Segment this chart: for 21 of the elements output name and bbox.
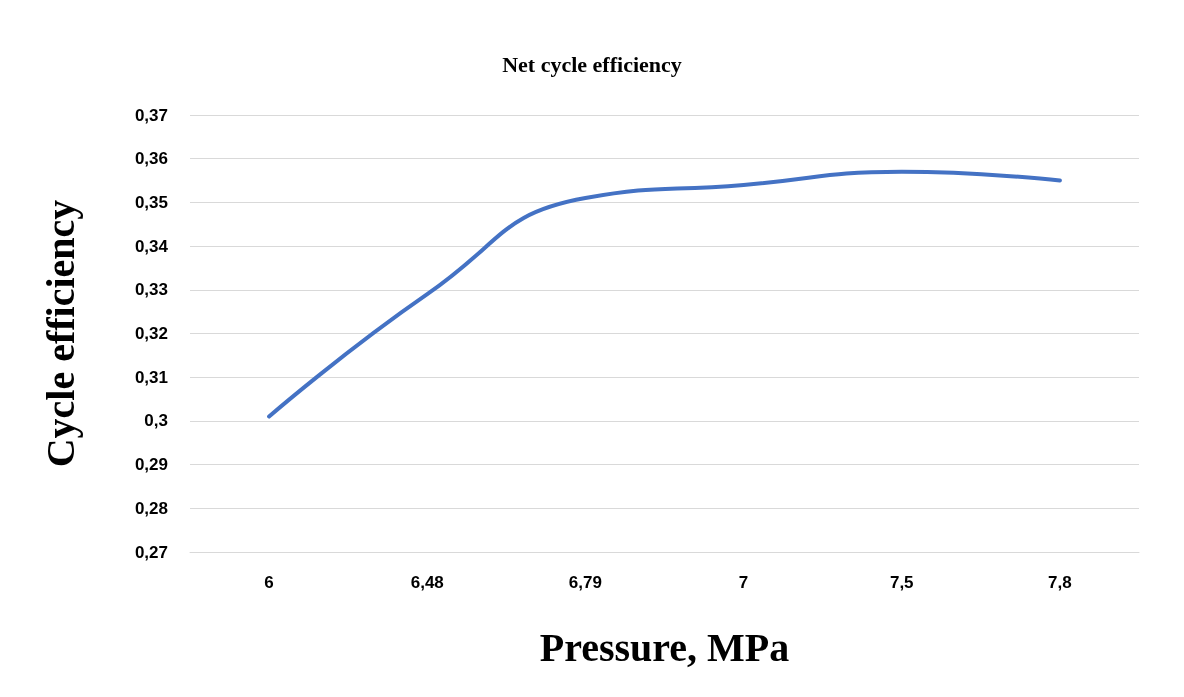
x-tick-label: 7: [738, 573, 749, 592]
chart-title: Net cycle efficiency: [502, 51, 682, 77]
y-tick-label: 0,35: [134, 192, 168, 212]
y-tick-label: 0,31: [134, 367, 168, 387]
y-axis-title: Cycle efficiency: [37, 199, 83, 468]
y-tick-label: 0,36: [134, 149, 168, 169]
y-tick-label: 0,33: [134, 280, 168, 300]
x-tick-label: 6,79: [568, 573, 602, 592]
y-tick-label: 0,34: [134, 236, 169, 256]
x-tick-label: 7,5: [889, 573, 914, 592]
y-tick-label: 0,29: [134, 455, 168, 475]
x-axis-title: Pressure, MPa: [539, 624, 790, 670]
line-series: [267, 169, 1062, 419]
x-tick-label: 6: [264, 573, 274, 592]
y-tick-label: 0,27: [134, 542, 168, 562]
x-tick-label: 6,48: [410, 573, 444, 592]
y-tick-label: 0,28: [134, 498, 168, 518]
y-tick-label: 0,32: [134, 324, 168, 343]
x-tick-label: 7,8: [1048, 573, 1072, 592]
y-tick-label: 0,37: [134, 105, 168, 125]
y-tick-label: 0,3: [144, 411, 168, 431]
